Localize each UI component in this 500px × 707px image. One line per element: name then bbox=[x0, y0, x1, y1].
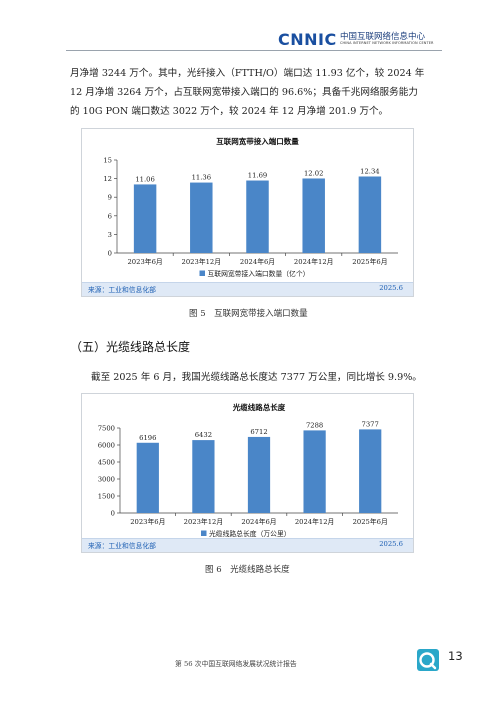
bar bbox=[192, 440, 215, 513]
intro-line-1: 月净增 3244 万个。其中，光纤接入（FTTH/O）端口达 11.93 亿个，… bbox=[70, 68, 425, 79]
bar-value-label: 11.06 bbox=[135, 175, 154, 183]
chart-title: 光缆线路总长度 bbox=[232, 402, 286, 412]
y-tick-label: 0 bbox=[111, 510, 115, 518]
bar-value-label: 11.36 bbox=[192, 174, 211, 182]
chart-5-svg: 互联网宽带接入端口数量 0 3 6 9 12 15 11.06 2023年6月 11.36 2023… bbox=[103, 136, 398, 278]
header-rule bbox=[66, 50, 442, 51]
bar bbox=[302, 178, 325, 253]
figure-6-source-bar: 来源：工业和信息化部 2025.6 bbox=[82, 538, 413, 552]
figure-5-chart: 互联网宽带接入端口数量 0 3 6 9 12 15 11.06 2023年6月 11.36 2023… bbox=[81, 128, 414, 297]
logo-english-name: CHINA INTERNET NETWORK INFORMATION CENTE… bbox=[340, 41, 434, 45]
section-heading: （五）光缆线路总长度 bbox=[70, 340, 191, 354]
section-text: 截至 2025 年 6 月，我国光缆线路总长度达 7377 万公里，同比增长 9… bbox=[91, 372, 422, 383]
intro-line-2: 12 月净增 3264 万个，占互联网宽带接入端口的 96.6%；具备千兆网络服… bbox=[70, 87, 418, 98]
legend-swatch bbox=[201, 530, 207, 536]
bar bbox=[136, 442, 159, 513]
chart-6-svg: 光缆线路总长度 0 1500 3000 4500 6000 7500 6196 2023年6月 6… bbox=[98, 402, 398, 538]
logo-chinese-name: 中国互联网络信息中心 bbox=[340, 32, 426, 42]
bar-value-label: 11.69 bbox=[248, 172, 267, 180]
cnnic-logo: CNNIC 中国互联网络信息中心 CHINA INTERNET NETWORK … bbox=[278, 30, 442, 49]
bar-value-label: 12.02 bbox=[304, 169, 323, 177]
x-tick-label: 2023年12月 bbox=[184, 517, 224, 526]
cnnic-badge-icon bbox=[417, 649, 439, 671]
y-tick-label: 3000 bbox=[98, 476, 115, 484]
figure-6-source: 来源：工业和信息化部 bbox=[88, 542, 156, 550]
legend-label: 光缆线路总长度（万公里） bbox=[209, 529, 291, 538]
bar-value-label: 6196 bbox=[139, 434, 156, 442]
x-tick-label: 2023年12月 bbox=[182, 257, 222, 266]
y-tick-label: 3 bbox=[108, 231, 112, 239]
figure-5-source: 来源：工业和信息化部 bbox=[88, 286, 156, 294]
figure-6-chart: 光缆线路总长度 0 1500 3000 4500 6000 7500 6196 2023年6月 6… bbox=[81, 393, 414, 553]
x-tick-label: 2024年6月 bbox=[240, 257, 275, 266]
bar bbox=[247, 436, 271, 513]
y-tick-label: 4500 bbox=[98, 459, 115, 467]
figure-6-date: 2025.6 bbox=[379, 540, 403, 548]
page-number: 13 bbox=[448, 649, 463, 663]
y-tick-label: 0 bbox=[108, 250, 112, 258]
logo-wordmark: CNNIC bbox=[278, 30, 337, 49]
y-tick-label: 6 bbox=[108, 212, 112, 220]
legend-swatch bbox=[199, 270, 205, 276]
intro-line-3: 的 10G PON 端口数达 3022 万个，较 2024 年 12 月净增 2… bbox=[70, 106, 389, 117]
figure-6-caption: 图 6 光缆线路总长度 bbox=[205, 565, 290, 575]
x-tick-label: 2025年6月 bbox=[353, 517, 388, 526]
bar-value-label: 6432 bbox=[195, 431, 212, 439]
bar-value-label: 7288 bbox=[306, 421, 323, 429]
x-tick-label: 2024年6月 bbox=[241, 517, 276, 526]
y-tick-label: 9 bbox=[108, 194, 112, 202]
x-tick-label: 2024年12月 bbox=[295, 517, 335, 526]
bar bbox=[246, 180, 269, 253]
figure-5-source-bar: 来源：工业和信息化部 2025.6 bbox=[82, 282, 413, 296]
y-tick-label: 6000 bbox=[98, 442, 115, 450]
y-tick-label: 7500 bbox=[98, 425, 115, 433]
footer-text: 第 56 次中国互联网络发展状况统计报告 bbox=[175, 660, 297, 668]
bar bbox=[358, 176, 382, 253]
x-tick-label: 2024年12月 bbox=[294, 257, 334, 266]
y-tick-label: 15 bbox=[103, 157, 112, 165]
x-tick-label: 2023年6月 bbox=[130, 517, 165, 526]
y-tick-label: 1500 bbox=[98, 493, 115, 501]
bar-value-label: 6712 bbox=[250, 428, 267, 436]
bar-value-label: 7377 bbox=[362, 420, 379, 428]
bar bbox=[303, 430, 326, 513]
bar bbox=[190, 182, 213, 253]
legend-label: 互联网宽带接入端口数量（亿个） bbox=[208, 269, 310, 278]
figure-5-caption: 图 5 互联网宽带接入端口数量 bbox=[189, 309, 308, 319]
x-tick-label: 2025年6月 bbox=[352, 257, 387, 266]
figure-5-date: 2025.6 bbox=[379, 284, 403, 292]
bar bbox=[133, 184, 157, 253]
chart-title: 互联网宽带接入端口数量 bbox=[216, 136, 299, 146]
y-tick-label: 12 bbox=[103, 175, 112, 183]
bar-value-label: 12.34 bbox=[360, 167, 379, 175]
bar bbox=[359, 429, 382, 513]
x-tick-label: 2023年6月 bbox=[127, 257, 162, 266]
